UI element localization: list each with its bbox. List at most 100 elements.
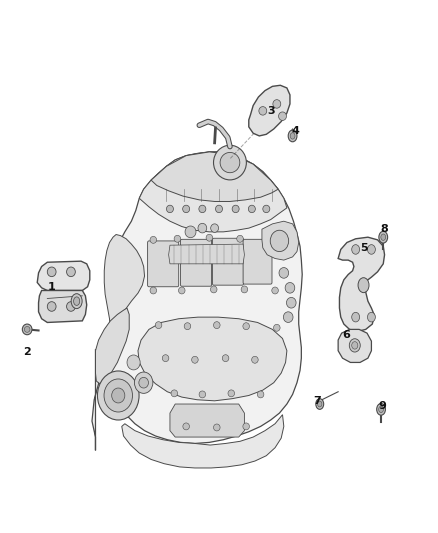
Text: 9: 9 (378, 401, 386, 411)
Ellipse shape (257, 391, 264, 398)
Text: 3: 3 (267, 106, 275, 116)
Text: 1: 1 (48, 282, 56, 292)
Ellipse shape (237, 236, 244, 242)
Ellipse shape (316, 399, 324, 409)
Ellipse shape (259, 107, 267, 115)
Ellipse shape (150, 237, 156, 243)
Polygon shape (139, 152, 287, 232)
Ellipse shape (377, 403, 385, 415)
FancyBboxPatch shape (148, 241, 179, 287)
Ellipse shape (150, 287, 156, 294)
Ellipse shape (47, 302, 56, 311)
Polygon shape (122, 415, 284, 468)
Ellipse shape (162, 355, 169, 361)
Ellipse shape (273, 324, 280, 331)
Text: 6: 6 (342, 330, 350, 340)
Ellipse shape (47, 267, 56, 277)
Ellipse shape (199, 391, 206, 398)
Ellipse shape (285, 282, 295, 293)
Ellipse shape (183, 423, 189, 430)
Ellipse shape (243, 323, 250, 329)
Ellipse shape (381, 234, 385, 240)
Ellipse shape (71, 294, 82, 309)
Polygon shape (37, 261, 90, 290)
Ellipse shape (183, 205, 190, 213)
Ellipse shape (214, 424, 220, 431)
Ellipse shape (24, 326, 30, 333)
Ellipse shape (358, 278, 369, 293)
Ellipse shape (243, 423, 250, 430)
Ellipse shape (222, 355, 229, 361)
Ellipse shape (104, 379, 132, 412)
Polygon shape (92, 152, 302, 450)
Ellipse shape (171, 390, 178, 397)
Polygon shape (338, 237, 385, 332)
Ellipse shape (279, 268, 289, 278)
Ellipse shape (74, 297, 80, 305)
Ellipse shape (367, 312, 375, 322)
Polygon shape (249, 85, 290, 136)
Ellipse shape (273, 100, 281, 108)
FancyBboxPatch shape (180, 239, 212, 286)
Text: 4: 4 (292, 126, 300, 135)
Ellipse shape (228, 390, 235, 397)
Ellipse shape (352, 245, 360, 254)
Ellipse shape (283, 312, 293, 322)
Ellipse shape (22, 324, 32, 335)
Text: 7: 7 (314, 396, 321, 406)
Ellipse shape (127, 355, 140, 370)
Ellipse shape (378, 406, 384, 413)
Ellipse shape (112, 388, 125, 403)
Polygon shape (338, 329, 371, 362)
Ellipse shape (67, 302, 75, 311)
Ellipse shape (352, 342, 358, 349)
Polygon shape (39, 290, 87, 322)
Ellipse shape (174, 236, 180, 242)
Ellipse shape (251, 357, 258, 364)
Ellipse shape (213, 145, 246, 180)
Ellipse shape (211, 224, 219, 232)
Ellipse shape (288, 130, 297, 142)
Ellipse shape (210, 286, 217, 293)
Text: 8: 8 (380, 224, 388, 234)
Ellipse shape (241, 286, 248, 293)
Ellipse shape (214, 322, 220, 328)
Polygon shape (262, 221, 299, 260)
Ellipse shape (134, 372, 153, 393)
Ellipse shape (185, 226, 196, 238)
Polygon shape (138, 317, 287, 401)
Text: 2: 2 (23, 347, 31, 357)
Ellipse shape (268, 238, 275, 244)
FancyBboxPatch shape (212, 238, 244, 285)
Ellipse shape (178, 287, 185, 294)
Ellipse shape (166, 205, 173, 213)
Ellipse shape (232, 205, 239, 213)
Ellipse shape (220, 152, 240, 173)
Ellipse shape (352, 312, 360, 322)
Text: 5: 5 (360, 243, 367, 253)
Ellipse shape (97, 371, 139, 420)
Ellipse shape (155, 322, 162, 328)
FancyBboxPatch shape (243, 239, 272, 284)
Ellipse shape (350, 339, 360, 352)
Ellipse shape (318, 401, 322, 407)
Ellipse shape (286, 297, 296, 308)
Ellipse shape (67, 267, 75, 277)
Ellipse shape (192, 357, 198, 364)
Ellipse shape (290, 133, 295, 139)
Ellipse shape (367, 245, 375, 254)
Polygon shape (96, 235, 145, 351)
Ellipse shape (279, 112, 286, 120)
Polygon shape (95, 308, 129, 384)
Ellipse shape (139, 377, 148, 388)
Ellipse shape (270, 230, 289, 252)
Ellipse shape (184, 323, 191, 329)
Ellipse shape (272, 287, 279, 294)
Polygon shape (151, 152, 278, 201)
Ellipse shape (199, 205, 206, 213)
Polygon shape (170, 404, 244, 437)
Ellipse shape (248, 205, 255, 213)
Ellipse shape (263, 205, 270, 213)
Ellipse shape (206, 235, 213, 241)
Polygon shape (169, 244, 244, 264)
